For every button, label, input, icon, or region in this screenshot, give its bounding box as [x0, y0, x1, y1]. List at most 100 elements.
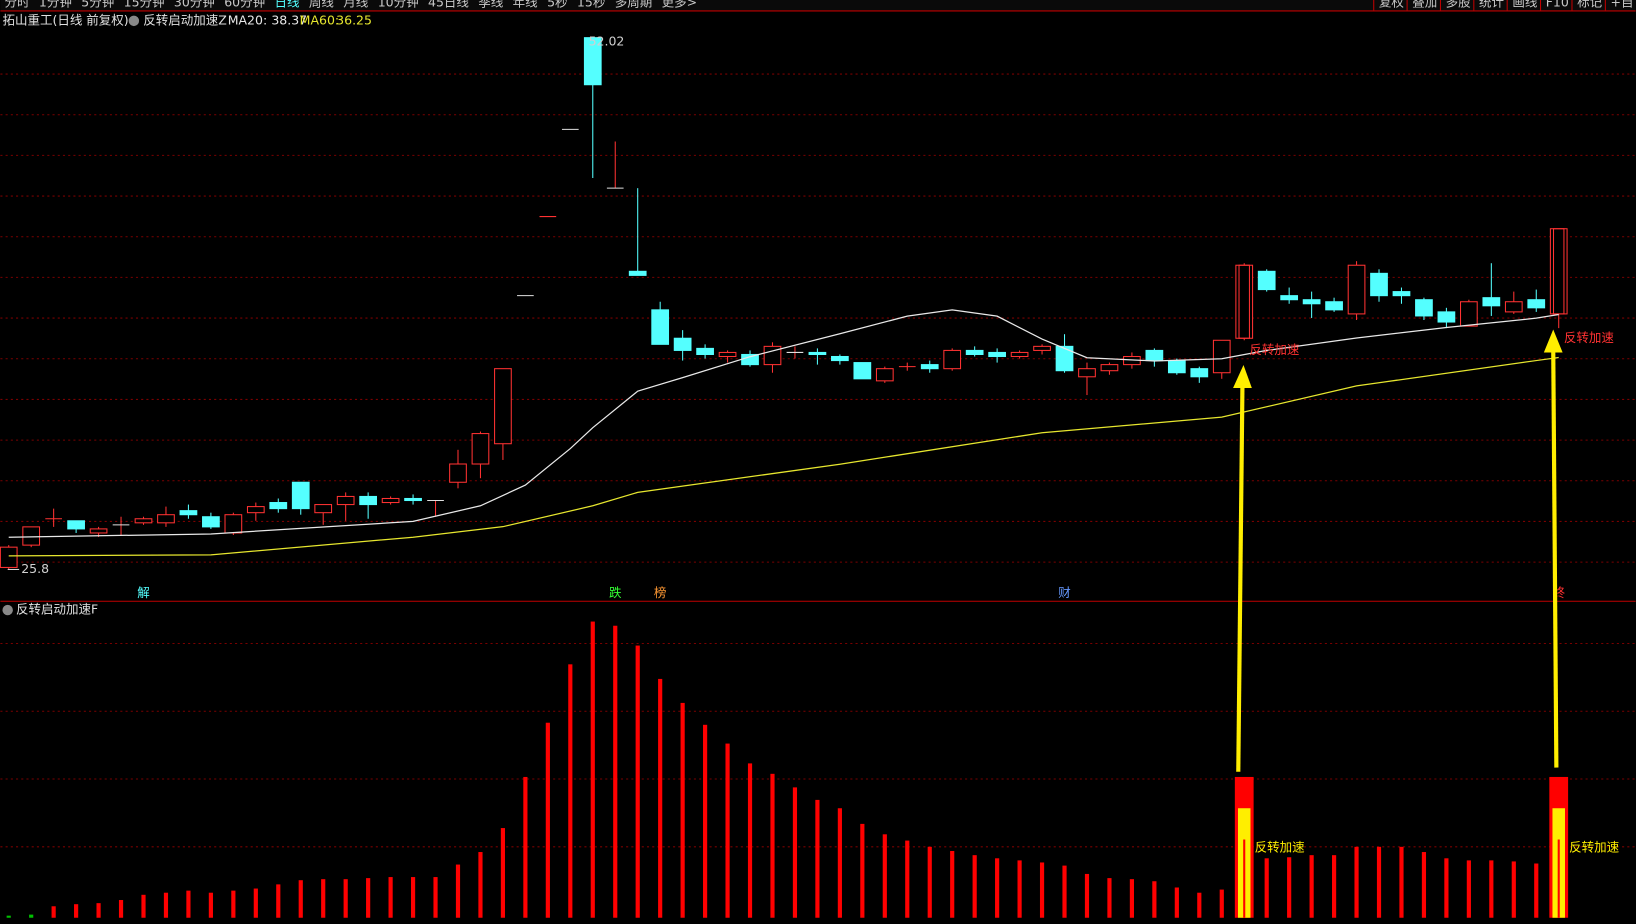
event-marker[interactable]: 跌 — [609, 585, 622, 600]
candle-body — [1055, 345, 1074, 372]
candle-body — [1302, 299, 1321, 305]
candle-body — [988, 351, 1006, 358]
candle-body — [1527, 299, 1546, 309]
signal-outline — [1552, 228, 1565, 315]
toolbar-item[interactable]: 60分钟 — [224, 0, 265, 10]
candle-body — [359, 495, 378, 506]
toolbar-item[interactable]: 画线 — [1512, 0, 1538, 10]
event-marker[interactable]: 榜 — [654, 585, 667, 600]
candle-body — [853, 362, 872, 380]
toolbar-item[interactable]: 5秒 — [547, 0, 567, 10]
bar — [1444, 858, 1449, 918]
candle-body — [875, 368, 894, 382]
candle-body — [718, 351, 737, 358]
bar — [905, 840, 910, 918]
bar — [1152, 881, 1157, 918]
candle-body — [336, 495, 355, 506]
candle-body — [1482, 297, 1501, 307]
ma-line — [8, 356, 1559, 557]
ma-value: 38.37 — [271, 12, 307, 27]
candle-body — [404, 497, 422, 502]
bar — [163, 892, 169, 918]
candle-body — [1212, 339, 1231, 374]
candle-body — [179, 510, 198, 516]
candle-body — [314, 504, 333, 514]
candle-body — [202, 516, 220, 528]
candle-body — [1415, 299, 1433, 317]
toolbar-item[interactable]: 多股 — [1446, 0, 1472, 10]
candle-body — [741, 353, 759, 366]
event-marker[interactable]: 解 — [137, 585, 150, 600]
toolbar-item[interactable]: 季线 — [478, 0, 504, 10]
toolbar-item[interactable]: 更多> — [662, 0, 697, 10]
bar — [590, 621, 595, 918]
candle-body — [651, 309, 670, 345]
toolbar-item[interactable]: 月线 — [343, 0, 369, 10]
toolbar-item[interactable]: 多周期 — [615, 0, 653, 10]
signal-label: 反转加速 — [1564, 330, 1615, 345]
bar — [1174, 887, 1179, 918]
toolbar-item[interactable]: +自 — [1611, 0, 1634, 10]
grid — [0, 73, 1636, 848]
toolbar-item[interactable]: 10分钟 — [378, 0, 419, 10]
bar — [613, 625, 618, 918]
toolbar-item[interactable]: 叠加 — [1412, 0, 1437, 10]
bar — [770, 773, 775, 918]
toolbar-item[interactable]: 年线 — [513, 0, 539, 10]
bar — [1466, 860, 1471, 918]
candle-body — [1010, 351, 1029, 358]
toggle-icon[interactable] — [128, 15, 140, 27]
bar — [1489, 860, 1494, 918]
toolbar-item[interactable]: 15分钟 — [124, 0, 165, 10]
candle-body — [696, 347, 714, 355]
bar — [658, 678, 663, 918]
low-label: 25.8 — [21, 561, 49, 576]
bar — [478, 852, 483, 918]
toolbar-item[interactable]: 1分钟 — [39, 0, 72, 10]
bar — [1264, 858, 1269, 918]
toolbar-item[interactable]: 45日线 — [428, 0, 469, 10]
candle-body — [1392, 291, 1411, 297]
candle-body — [246, 506, 265, 514]
bar — [366, 878, 371, 918]
bar — [1421, 852, 1427, 918]
toolbar-item[interactable]: 分时 — [5, 0, 31, 10]
candle-body — [1167, 360, 1186, 374]
bar — [995, 858, 1000, 918]
toolbar-item[interactable]: 周线 — [309, 0, 335, 10]
bar — [703, 724, 708, 918]
event-marker[interactable]: 财 — [1058, 585, 1071, 600]
candle-body — [1347, 264, 1366, 315]
bar — [253, 888, 258, 918]
toolbar-item[interactable]: 15秒 — [577, 0, 605, 10]
toolbar-item[interactable]: F10 — [1546, 0, 1569, 10]
candle-body — [494, 368, 512, 445]
high-label: 52.02 — [589, 33, 625, 48]
candle-body — [673, 337, 692, 351]
toolbar-item[interactable]: 统计 — [1479, 0, 1504, 10]
bar — [1039, 862, 1045, 918]
candle-body — [1549, 228, 1568, 315]
toolbar-item[interactable]: 标记 — [1577, 0, 1602, 10]
candle-body — [1370, 272, 1388, 297]
candle-body — [1325, 301, 1343, 311]
bar — [6, 915, 11, 918]
indicator-title: 反转启动加速Z — [143, 12, 227, 27]
candle-body — [808, 351, 827, 355]
toggle-icon[interactable] — [2, 604, 13, 616]
ma-value: 36.25 — [336, 12, 372, 27]
bar — [635, 645, 640, 918]
bar — [298, 880, 303, 918]
toolbar-item[interactable]: 5分钟 — [81, 0, 114, 10]
stock-title: 拓山重工(日线 前复权) — [2, 12, 128, 27]
candle-body — [471, 433, 490, 465]
toolbar-item[interactable]: 复权 — [1379, 0, 1405, 10]
bar — [882, 834, 887, 918]
candle-body — [381, 497, 400, 504]
toolbar-item[interactable]: 日线 — [275, 0, 301, 10]
bar — [1309, 855, 1314, 918]
candle-body — [1504, 301, 1523, 313]
toolbar-item[interactable]: 30分钟 — [174, 0, 215, 10]
